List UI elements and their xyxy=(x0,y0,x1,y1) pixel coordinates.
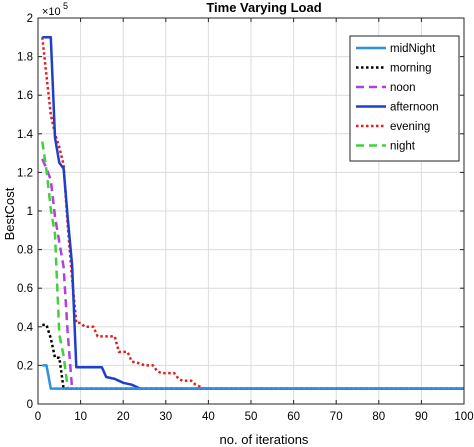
x-tick-label: 90 xyxy=(415,411,428,423)
y-tick-label: 0.4 xyxy=(17,322,34,334)
y-tick-label: 1.4 xyxy=(17,129,34,141)
series-line-evening xyxy=(41,37,464,390)
x-tick-label: 80 xyxy=(372,411,385,423)
y-tick-label: 0 xyxy=(27,399,33,411)
x-tick-label: 70 xyxy=(330,411,343,423)
series-line-midnight xyxy=(42,364,464,390)
x-tick-label: 40 xyxy=(202,411,215,423)
legend-label-midnight: midNight xyxy=(390,43,436,55)
y-multiplier: ×10 xyxy=(42,6,61,18)
legend-label-evening: evening xyxy=(390,121,430,133)
legend-label-night: night xyxy=(390,141,416,153)
x-tick-label: 60 xyxy=(287,411,300,423)
series-layer xyxy=(41,36,464,390)
series-line-night xyxy=(41,141,464,390)
x-tick-label: 10 xyxy=(74,411,87,423)
y-multiplier-exponent: 5 xyxy=(63,1,68,11)
x-tick-label: 100 xyxy=(454,411,473,423)
y-tick-label: 0.2 xyxy=(17,360,33,372)
y-tick-label: 1.8 xyxy=(17,52,33,64)
y-tick-label: 0.8 xyxy=(17,245,33,257)
x-tick-label: 0 xyxy=(35,411,41,423)
legend-label-afternoon: afternoon xyxy=(390,102,439,114)
legend-box xyxy=(349,35,460,162)
legend-label-morning: morning xyxy=(390,63,432,75)
tick-marks xyxy=(37,17,465,405)
series-line-afternoon xyxy=(42,36,464,390)
y-tick-labels: 0 0.2 0.4 0.6 0.8 1 1.2 1.4 1.6 1.8 2 xyxy=(17,13,34,411)
y-tick-label: 2 xyxy=(27,13,33,25)
x-axis-label: no. of iterations xyxy=(220,432,309,447)
legend-label-noon: noon xyxy=(390,82,416,94)
y-tick-label: 1 xyxy=(27,206,33,218)
y-tick-label: 0.6 xyxy=(17,283,33,295)
x-tick-labels: 0 10 20 30 40 50 60 70 80 90 100 xyxy=(35,411,474,423)
x-tick-label: 50 xyxy=(245,411,258,423)
y-axis-label: BestCost xyxy=(2,187,17,240)
x-tick-label: 20 xyxy=(117,411,130,423)
y-tick-label: 1.2 xyxy=(17,167,33,179)
y-tick-label: 1.6 xyxy=(17,90,33,102)
legend: midNight morning noon afternoon evening night xyxy=(349,35,460,162)
chart-title: Time Varying Load xyxy=(206,0,321,15)
x-tick-label: 30 xyxy=(159,411,172,423)
